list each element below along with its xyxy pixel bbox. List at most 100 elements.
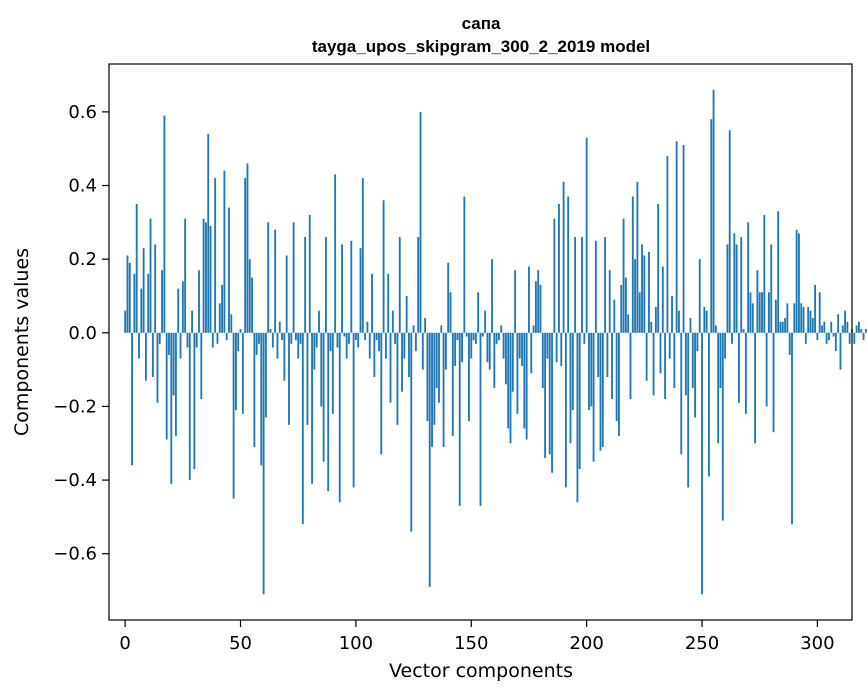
bar-226: [645, 332, 648, 381]
bar-15: [158, 332, 161, 344]
bar-225: [643, 255, 646, 333]
bar-124: [410, 332, 413, 532]
x-tick-label-300: 300: [800, 633, 834, 654]
bar-143: [454, 332, 457, 366]
bar-283: [777, 211, 780, 333]
bar-110: [378, 332, 380, 352]
bar-31: [195, 332, 198, 348]
bar-193: [569, 332, 572, 444]
bar-71: [288, 332, 290, 425]
bar-123: [408, 332, 410, 377]
bar-102: [359, 248, 362, 333]
bar-203: [592, 332, 595, 462]
bar-69: [283, 332, 286, 381]
bar-236: [668, 332, 671, 359]
bar-302: [821, 325, 823, 333]
bar-289: [791, 332, 793, 525]
bar-286: [784, 318, 787, 333]
bar-290: [793, 303, 796, 333]
bar-250: [701, 332, 703, 595]
bar-190: [562, 181, 565, 333]
bar-271: [749, 292, 752, 333]
bar-65: [274, 229, 277, 333]
bar-276: [761, 292, 763, 333]
bar-77: [301, 332, 304, 525]
bar-147: [463, 196, 466, 333]
x-tick-label-250: 250: [685, 633, 719, 654]
bar-68: [281, 332, 283, 341]
y-axis-label: Components values: [11, 248, 33, 436]
bar-63: [269, 329, 272, 333]
bar-114: [387, 273, 390, 333]
bar-292: [798, 233, 800, 333]
bar-180: [539, 284, 542, 333]
bar-152: [474, 332, 477, 344]
bar-319: [860, 329, 863, 333]
bar-233: [661, 266, 664, 333]
bar-134: [433, 332, 436, 425]
bar-173: [523, 332, 526, 429]
y-tick-label-0: −0.6: [53, 544, 97, 565]
bar-247: [694, 332, 697, 418]
bar-263: [731, 332, 733, 344]
bar-305: [828, 332, 830, 341]
bar-218: [627, 314, 630, 333]
bar-6: [138, 332, 140, 359]
bar-262: [728, 130, 731, 333]
bar-151: [472, 332, 475, 341]
bar-223: [638, 292, 641, 333]
bar-73: [292, 222, 295, 333]
bar-170: [516, 332, 519, 414]
bar-314: [848, 332, 851, 344]
bar-165: [504, 332, 507, 385]
bar-256: [714, 325, 717, 333]
bar-126: [414, 332, 417, 352]
x-tick-label-100: 100: [339, 633, 373, 654]
bar-194: [571, 332, 574, 411]
bar-252: [705, 310, 708, 333]
bar-60: [262, 332, 265, 595]
bar-221: [634, 259, 637, 333]
bars-group: [124, 89, 867, 595]
bar-70: [285, 255, 288, 333]
bar-169: [514, 270, 517, 333]
bar-246: [691, 332, 694, 389]
bar-168: [511, 332, 514, 392]
bar-67: [278, 321, 281, 333]
bar-166: [507, 332, 510, 429]
bar-209: [606, 332, 609, 377]
bar-197: [578, 332, 581, 470]
bar-300: [816, 332, 819, 341]
x-axis-label: Vector components: [389, 660, 573, 682]
bar-248: [696, 332, 699, 352]
y-tick-label-4: 0.2: [68, 249, 97, 270]
bar-264: [733, 233, 736, 333]
bar-211: [611, 332, 613, 400]
bar-206: [599, 332, 602, 451]
bar-132: [428, 332, 431, 587]
bar-84: [318, 310, 320, 333]
bar-146: [461, 332, 463, 363]
bar-45: [228, 207, 230, 333]
bar-133: [431, 332, 433, 447]
bar-267: [740, 237, 743, 333]
bar-241: [680, 332, 683, 455]
bar-205: [597, 332, 600, 377]
bar-295: [804, 332, 807, 344]
x-tick-label-150: 150: [454, 633, 488, 654]
bar-112: [382, 200, 385, 333]
bar-294: [802, 307, 805, 333]
bar-36: [207, 133, 210, 333]
bar-58: [258, 332, 260, 344]
bar-29: [191, 310, 193, 333]
bar-245: [689, 318, 692, 333]
bar-74: [294, 332, 297, 341]
bar-308: [834, 332, 837, 352]
bar-62: [267, 222, 270, 333]
bar-160: [493, 332, 496, 389]
bar-272: [751, 303, 754, 333]
bar-242: [682, 145, 685, 333]
bar-174: [525, 332, 528, 440]
bar-163: [500, 325, 503, 333]
